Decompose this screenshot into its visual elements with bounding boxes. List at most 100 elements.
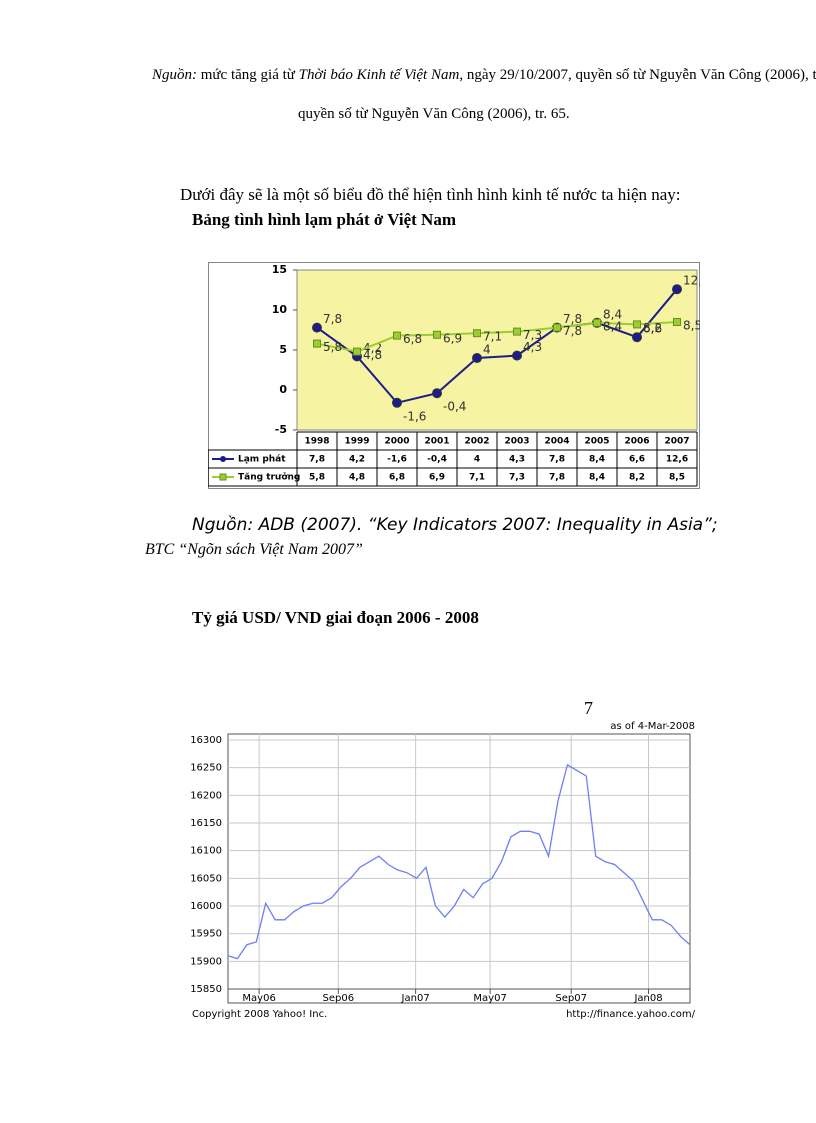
chart-title: Tỷ giá USD/ VND giai đoạn 2006 - 2008: [192, 608, 479, 627]
x-tick-label: 2005: [584, 437, 609, 447]
data-point: [392, 397, 402, 408]
data-label: 7,1: [483, 330, 502, 344]
source-publication: Thời báo Kinh tế Việt Nam: [298, 67, 460, 83]
x-tick-label: 2003: [504, 437, 529, 447]
legend-label: Tăng trưởng: [238, 472, 300, 483]
source-repeat: quyền số từ Nguyễn Văn Công (2006), tr. …: [298, 106, 570, 122]
annotation: as of 4-Mar-2008: [610, 721, 695, 732]
x-tick-label: 1999: [344, 437, 369, 447]
table-cell: 4: [474, 455, 480, 465]
y-tick-label: 15900: [190, 956, 222, 967]
table-cell: 8,5: [669, 473, 685, 483]
data-label: 7,8: [563, 312, 582, 326]
data-label: 8,4: [603, 307, 622, 321]
data-label: 4,8: [363, 348, 382, 362]
table-cell: -0,4: [427, 455, 447, 465]
data-point: [512, 350, 522, 361]
chart: as of 4-Mar-2008 15850 15900 15950 16000 1605…: [190, 721, 695, 1020]
data-point: [513, 327, 521, 336]
data-label: 12,6: [683, 274, 700, 288]
page-number: 7: [584, 698, 593, 718]
data-point: [433, 330, 441, 339]
source-note: Nguồn: mức tăng giá từ Thời báo Kinh tế …: [152, 67, 816, 84]
source-text: , ngày 29/10/2007, quyền số từ Nguyễn Vă…: [459, 67, 816, 83]
y-tick-label: 16100: [190, 846, 222, 857]
x-tick-label: Sep06: [323, 993, 355, 1004]
series-line: [316, 321, 678, 353]
series-line: [316, 288, 678, 404]
table-cell: 6,8: [389, 473, 405, 483]
legend-marker: [219, 473, 227, 481]
source-text: mức tăng giá từ: [197, 67, 299, 83]
data-label: 5,8: [323, 340, 342, 354]
legend-label: Lạm phát: [238, 455, 286, 465]
data-point: [432, 388, 442, 399]
table-cell: 7,3: [509, 473, 525, 483]
x-tick-label: 2004: [544, 437, 569, 447]
table-cell: 7,8: [549, 455, 565, 465]
table-cell: 7,8: [309, 455, 325, 465]
table-cell: 7,1: [469, 473, 485, 483]
y-tick-label: 10: [272, 303, 288, 316]
y-tick-label: 15: [272, 263, 287, 276]
table-cell: 6,9: [429, 473, 445, 483]
x-tick-label: 2000: [384, 437, 409, 447]
chart-title: Bảng tình hình lạm phát ở Việt Nam: [192, 210, 456, 229]
legend-marker: [220, 456, 226, 462]
y-tick-label: 5: [279, 343, 287, 356]
data-point: [312, 322, 322, 333]
source-label: Nguồn:: [152, 67, 197, 83]
data-point: [633, 320, 641, 329]
intro: Dưới đây sẽ là một số biểu đồ thể hiện t…: [180, 185, 681, 204]
x-tick-label: May07: [473, 993, 506, 1004]
x-tick-label: May06: [242, 993, 275, 1004]
data-label: 8,5: [683, 319, 700, 333]
data-label: 6,9: [443, 331, 462, 345]
data-label: 8,4: [603, 319, 622, 333]
plot-area: [227, 733, 691, 1004]
data-label: 8,2: [643, 321, 662, 335]
table-cell: 8,2: [629, 473, 645, 483]
table-cell: 8,4: [589, 473, 605, 483]
x-tick-label: 2001: [424, 437, 449, 447]
y-tick-label: 15950: [190, 929, 222, 940]
y-tick-label: 15850: [190, 984, 222, 995]
table-cell: 8,4: [589, 455, 605, 465]
data-label: 6,6: [643, 322, 662, 336]
data-label: 4,3: [523, 340, 542, 354]
chart-source: BTC “Ngõn sách Việt Nam 2007”: [145, 541, 363, 558]
data-point: [673, 318, 681, 326]
data-label: 7,8: [323, 312, 342, 326]
data-point: [472, 353, 482, 363]
data-label: -0,4: [443, 400, 466, 414]
y-tick-label: 16150: [190, 818, 222, 829]
data-point: [593, 318, 601, 327]
table-cell: 4,8: [349, 473, 365, 483]
data-point: [632, 332, 642, 343]
x-tick-label: Sep07: [555, 993, 587, 1004]
x-tick-label: Jan08: [633, 993, 662, 1004]
table-cell: -1,6: [387, 455, 407, 465]
chart-source: Nguồn: ADB (2007). “Key Indicators 2007:…: [192, 515, 718, 535]
y-tick-label: 16250: [190, 763, 222, 774]
table-cell: 4,3: [509, 455, 525, 465]
y-tick-label: 16200: [190, 790, 222, 801]
y-tick-label: 16000: [190, 901, 222, 912]
chart: -5 0 5 10 15 7,8 4,2 -1,6 -0,4 4 4,3 7,8 8,4 6,6 12,6 5…: [208, 262, 700, 489]
y-tick-label: -5: [275, 423, 287, 436]
data-point: [672, 284, 682, 295]
credit: Copyright 2008 Yahoo! Inc.: [192, 1009, 327, 1020]
data-point: [393, 331, 401, 340]
series-line: [227, 763, 691, 960]
data-label: 4: [483, 343, 491, 357]
table-cell: 6,6: [629, 455, 645, 465]
data-label: 7,3: [523, 328, 542, 342]
data-label: 6,8: [403, 332, 422, 346]
data-label: 7,8: [563, 324, 582, 338]
y-tick-label: 16050: [190, 873, 222, 884]
data-point: [313, 339, 321, 348]
table-cell: 12,6: [666, 455, 688, 465]
data-point: [353, 347, 361, 356]
data-label: -1,6: [403, 409, 426, 423]
